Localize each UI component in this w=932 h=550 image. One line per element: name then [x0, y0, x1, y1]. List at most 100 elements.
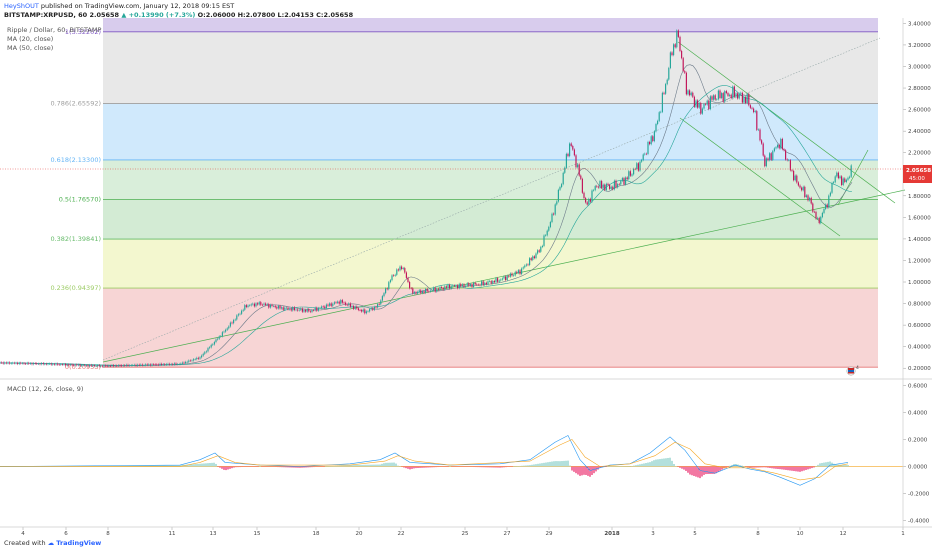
candle-body [378, 304, 380, 305]
candle-body [471, 284, 473, 288]
macd-histogram-bar [487, 466, 489, 468]
macd-histogram-bar [449, 466, 451, 467]
fib-diagonal [102, 37, 881, 361]
ma20-legend[interactable]: MA (20, close) [7, 35, 54, 43]
candle-body [487, 281, 489, 285]
macd-histogram-bar [699, 466, 701, 479]
macd-histogram-bar [143, 465, 145, 467]
candle-body [69, 364, 71, 366]
macd-histogram-bar [627, 466, 629, 467]
candle-body [125, 364, 127, 366]
macd-histogram-bar [549, 461, 551, 467]
candle-body [594, 186, 596, 191]
candle-body [508, 275, 510, 277]
candle-body [258, 302, 260, 305]
candle-body [538, 250, 540, 252]
macd-histogram-bar [673, 463, 675, 467]
macd-histogram-bar [297, 466, 299, 468]
candle-body [623, 178, 625, 185]
candle-body [73, 364, 75, 366]
ma50-legend[interactable]: MA (50, close) [7, 44, 54, 52]
candle-body [423, 291, 425, 293]
candle-body [351, 306, 353, 307]
candle-body [375, 306, 377, 308]
candle-body [279, 305, 281, 309]
macd-histogram-bar [441, 466, 443, 467]
macd-histogram-bar [829, 461, 831, 467]
candle-body [341, 300, 343, 303]
macd-histogram-bar [557, 461, 559, 467]
candle-body [477, 284, 479, 286]
candle-body [180, 363, 182, 365]
candle-body [231, 322, 233, 324]
macd-histogram-bar [505, 466, 507, 468]
candle-body [693, 96, 695, 107]
flag-icon[interactable] [846, 366, 856, 376]
series-legend-title[interactable]: Ripple / Dollar, 60, BITSTAMP [7, 26, 102, 34]
candle-body [820, 217, 822, 224]
macd-histogram-bar [459, 466, 461, 467]
candle-body [613, 180, 615, 190]
candle-body [773, 148, 775, 152]
macd-histogram-bar [585, 466, 587, 475]
candle-body [503, 276, 505, 279]
candle-body [234, 319, 236, 321]
candle-body [273, 305, 275, 307]
candle-body [365, 311, 367, 314]
author-link[interactable]: HeyShOUT [4, 2, 39, 10]
macd-histogram-bar [267, 466, 269, 467]
candle-body [701, 108, 703, 114]
candle-body [173, 363, 175, 365]
macd-histogram-bar [573, 466, 575, 472]
candle-body [791, 170, 793, 171]
macd-histogram-bar [837, 464, 839, 467]
candle-body [602, 184, 604, 188]
candle-body [401, 266, 403, 270]
candle-body [370, 308, 372, 310]
macd-histogram-bar [451, 466, 453, 467]
candle-body [645, 153, 647, 155]
candle-body [201, 355, 203, 358]
candle-body [58, 364, 60, 366]
macd-line [0, 435, 849, 486]
footer-brand[interactable]: TradingView [56, 539, 102, 547]
macd-histogram-bar [227, 466, 229, 470]
macd-histogram-bar [705, 466, 707, 475]
macd-histogram-bar [263, 466, 265, 467]
candle-body [290, 308, 292, 311]
macd-histogram-bar [321, 466, 323, 467]
macd-histogram-bar [653, 460, 655, 467]
candle-body [501, 278, 503, 280]
macd-histogram-bar [803, 466, 805, 471]
candle-body [714, 95, 716, 100]
fib-level-label: 0.618(2.13300) [50, 156, 101, 164]
candle-body [469, 284, 471, 286]
candle-body [79, 364, 81, 366]
macd-histogram-bar [279, 466, 281, 468]
macd-histogram-bar [411, 466, 413, 469]
candle-body [682, 58, 684, 72]
macd-legend[interactable]: MACD (12, 26, close, 9) [7, 385, 84, 393]
candle-body [284, 307, 286, 310]
candle-body [338, 301, 340, 304]
candle-body [532, 256, 534, 260]
candle-body [522, 267, 524, 269]
macd-histogram-bar [833, 463, 835, 467]
candle-body [524, 265, 526, 268]
macd-histogram-bar [825, 462, 827, 467]
macd-histogram-bar [597, 466, 599, 470]
candle-body [658, 112, 660, 121]
macd-histogram-bar [569, 465, 571, 467]
macd-histogram-bar [261, 466, 263, 467]
macd-tick-label: -0.4000 [908, 518, 930, 524]
macd-histogram-bar [773, 466, 775, 469]
macd-histogram-bar [381, 463, 383, 467]
macd-histogram-bar [741, 465, 743, 467]
candle-body [301, 308, 303, 312]
macd-histogram-bar [101, 465, 103, 467]
candle-body [397, 269, 399, 271]
macd-histogram-bar [769, 466, 771, 468]
candle-body [807, 195, 809, 201]
candle-body [26, 362, 28, 364]
